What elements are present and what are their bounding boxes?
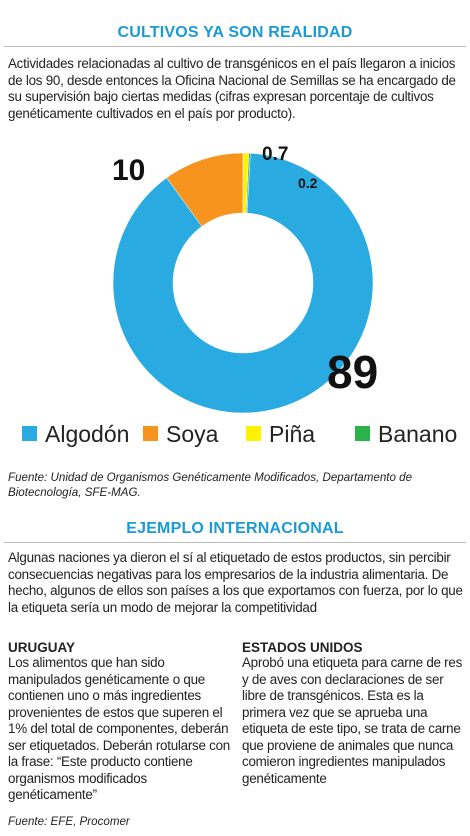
column: ESTADOS UNIDOS Aprobó una etiqueta para … bbox=[242, 640, 464, 787]
value-label: 89 bbox=[327, 346, 378, 398]
footer-source: Fuente: EFE, Procomer bbox=[8, 815, 130, 828]
legend-label: Piña bbox=[269, 421, 315, 447]
legend-swatch bbox=[246, 426, 261, 441]
value-label: 10 bbox=[112, 154, 145, 187]
intro: Actividades relacionadas al cultivo de t… bbox=[8, 56, 456, 121]
section-intro: Algunas naciones ya dieron el sí al etiq… bbox=[8, 550, 463, 615]
column-heading: URUGUAY bbox=[8, 640, 76, 655]
rule bbox=[4, 46, 466, 47]
title: CULTIVOS YA SON REALIDAD bbox=[117, 24, 353, 41]
value-label: 0.7 bbox=[262, 144, 288, 165]
column-text: Aprobó una etiqueta para carne de res y … bbox=[242, 655, 463, 786]
rule bbox=[4, 542, 466, 543]
chart: 10 0.7 0.2 89 Algodón Soya Piña Banano bbox=[22, 144, 457, 447]
column-heading: ESTADOS UNIDOS bbox=[242, 640, 363, 655]
legend-label: Algodón bbox=[45, 421, 129, 447]
column: URUGUAY Los alimentos que han sido manip… bbox=[8, 640, 233, 804]
legend-swatch bbox=[355, 426, 370, 441]
legend-label: Soya bbox=[166, 421, 219, 447]
source: Fuente: Unidad de Organismos Genéticamen… bbox=[8, 471, 413, 499]
legend-swatch bbox=[22, 426, 37, 441]
value-label: 0.2 bbox=[298, 175, 318, 191]
slice bbox=[112, 152, 374, 414]
column-text: Los alimentos que han sido manipulados g… bbox=[8, 655, 230, 802]
section-title: EJEMPLO INTERNACIONAL bbox=[126, 520, 344, 537]
legend-label: Banano bbox=[378, 421, 457, 447]
legend-swatch bbox=[143, 426, 158, 441]
